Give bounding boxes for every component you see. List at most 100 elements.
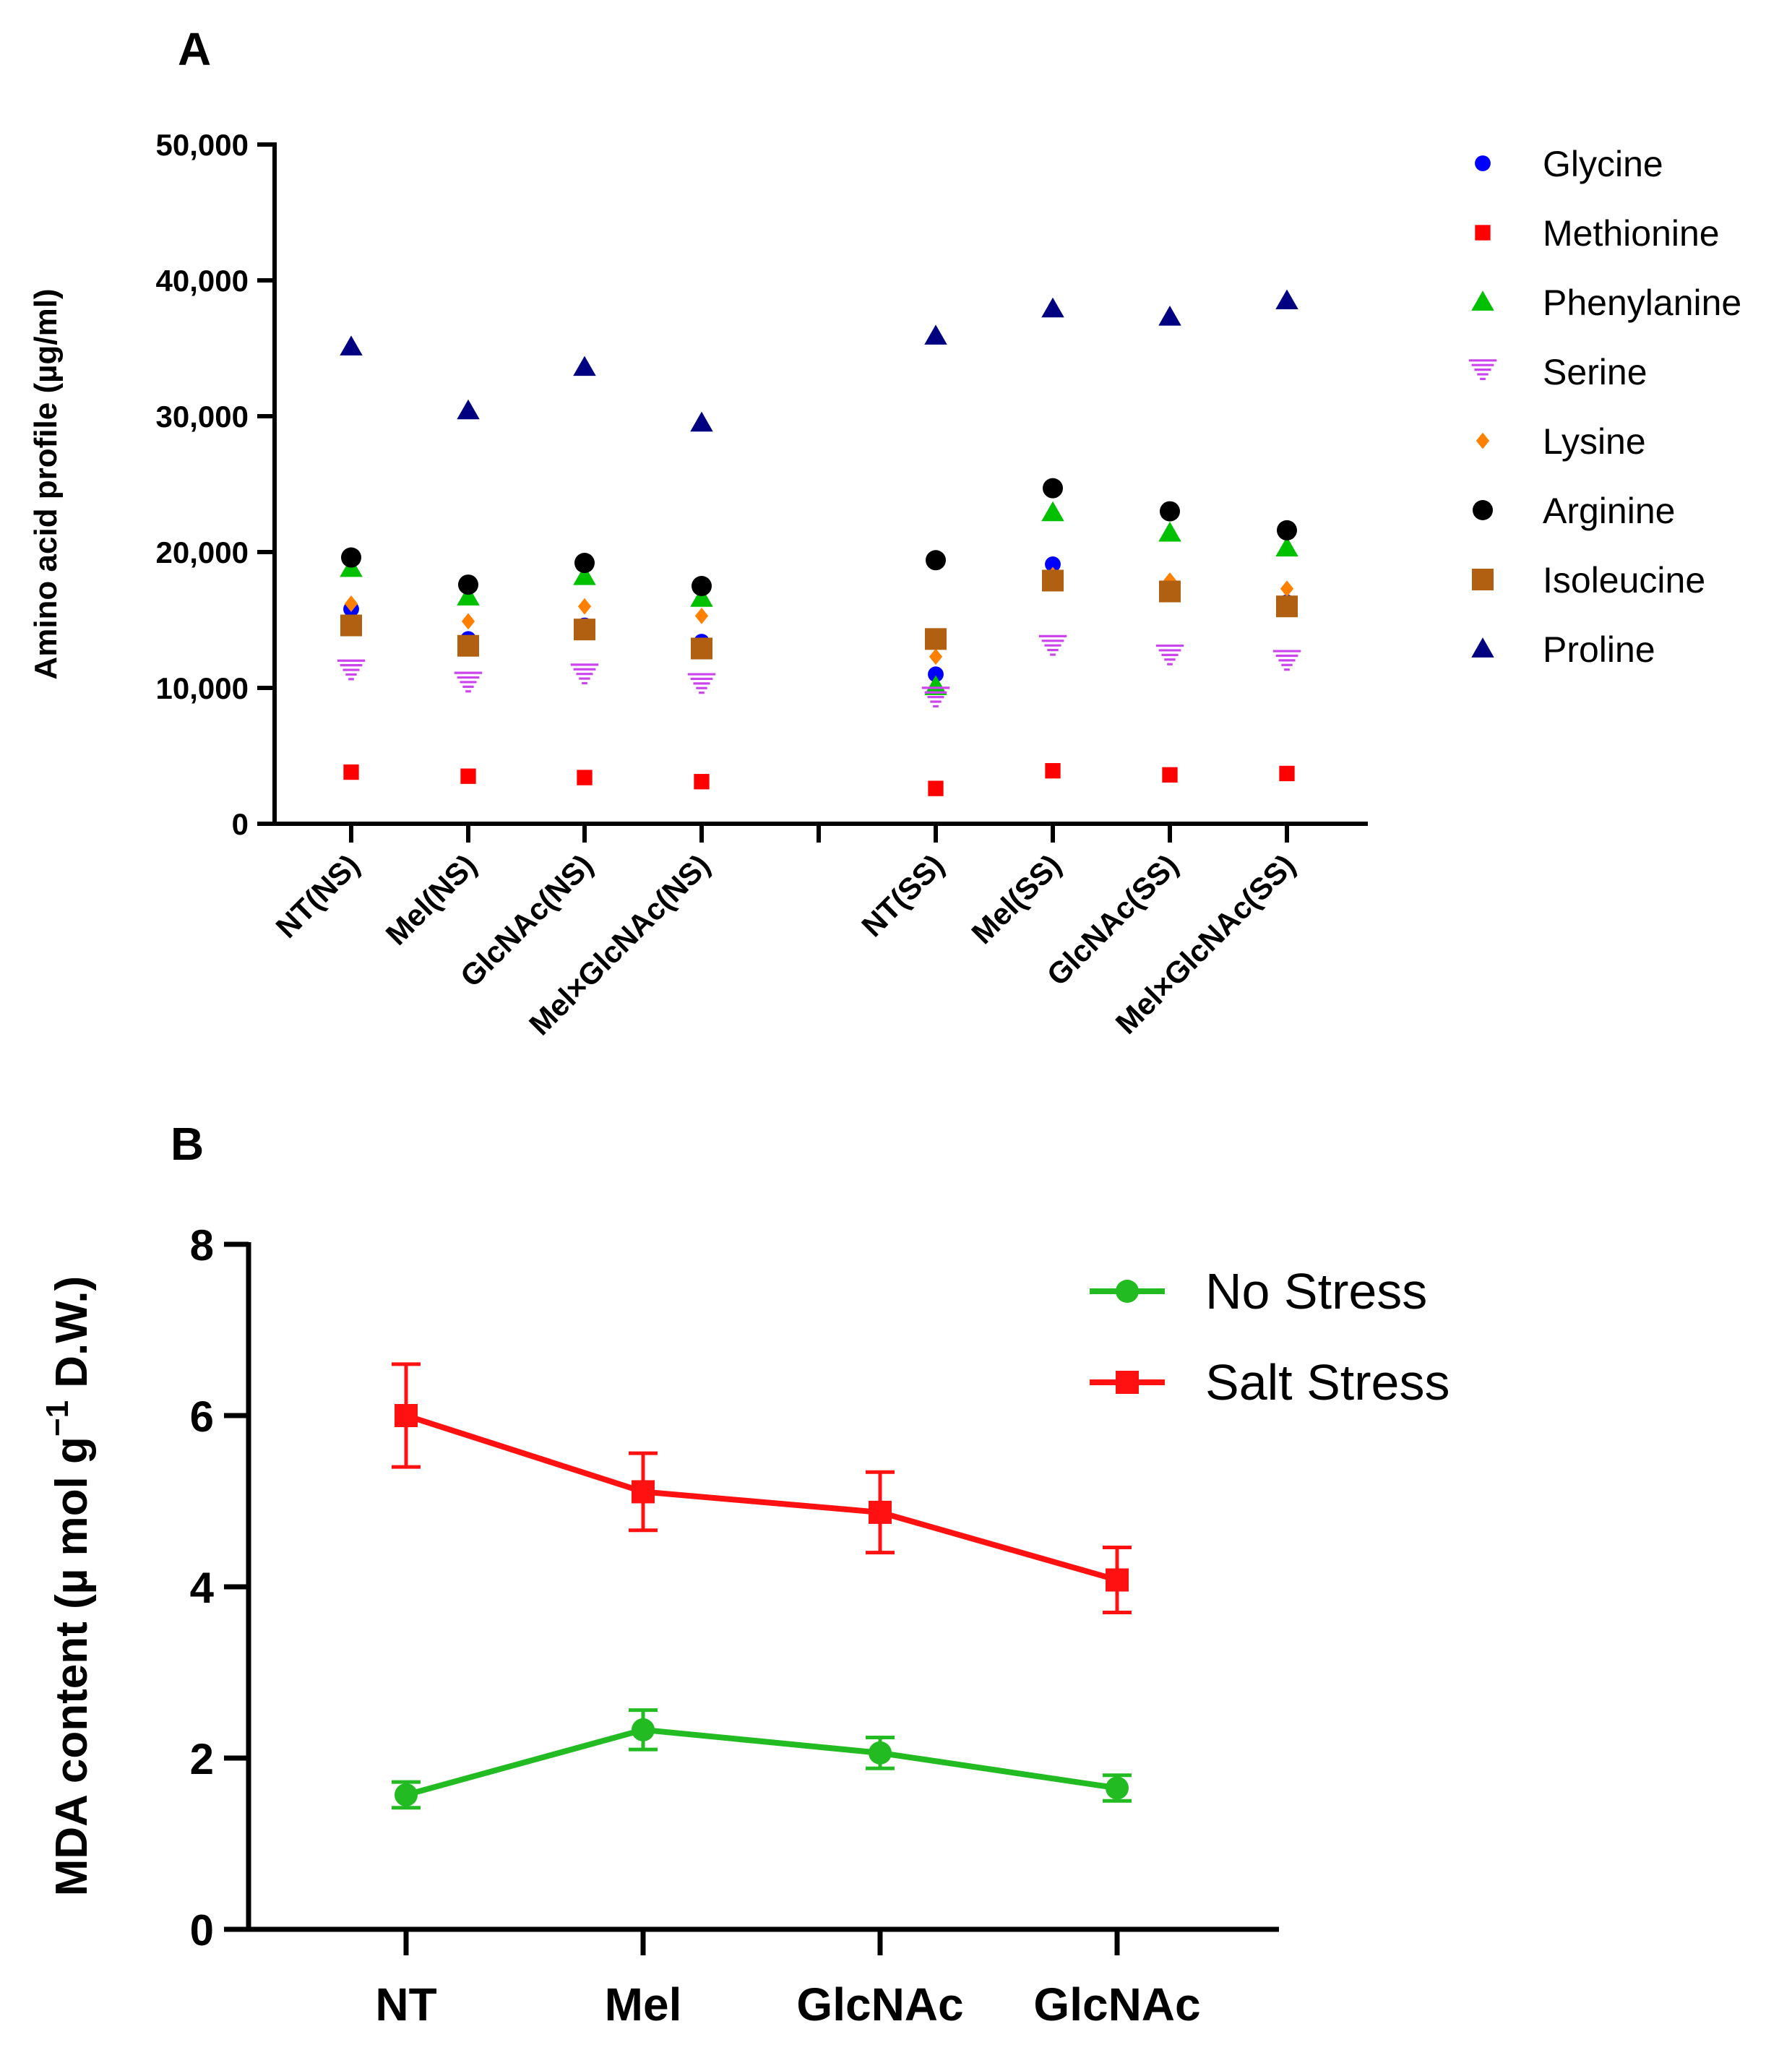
data-point-phenylanine — [1041, 501, 1064, 522]
data-point-arginine — [1277, 520, 1297, 541]
data-point-phenylanine — [457, 585, 480, 606]
data-point-lysine — [1280, 580, 1294, 598]
legend-marker — [1471, 290, 1494, 311]
legend-marker — [1475, 155, 1491, 171]
data-point-lysine — [694, 607, 709, 624]
legend-marker — [1473, 500, 1493, 520]
y-tick-label: 0 — [190, 1906, 214, 1955]
x-tick-label: GlcNAc — [1033, 1978, 1200, 2030]
legend-label: Phenylanine — [1543, 283, 1741, 323]
legend-label: Lysine — [1543, 421, 1646, 462]
legend-label: Proline — [1543, 629, 1655, 670]
data-point-serine — [687, 673, 716, 694]
data-point-methionine — [694, 774, 710, 790]
data-point-isoleucine — [925, 628, 947, 650]
data-point-serine — [1155, 644, 1184, 666]
legend-marker — [1116, 1280, 1139, 1303]
legend-marker — [1471, 637, 1494, 658]
data-point-proline — [573, 356, 596, 376]
data-point-isoleucine — [574, 619, 595, 641]
data-point-methionine — [1162, 767, 1178, 783]
data-point-glycine — [928, 666, 944, 683]
y-axis-title-main: MDA content (µ mol g — [47, 1437, 97, 1896]
data-point-proline — [457, 399, 480, 420]
data-point-isoleucine — [691, 637, 712, 660]
data-point-proline — [1275, 289, 1298, 310]
y-tick-label: 4 — [190, 1564, 215, 1612]
legend-label: Arginine — [1543, 491, 1675, 531]
legend-marker — [1472, 569, 1494, 590]
y-axis-title: Amino acid profile (µg/ml) — [28, 288, 64, 679]
y-tick-label: 20,000 — [156, 535, 249, 569]
data-point-serine — [454, 671, 483, 693]
legend-label: Serine — [1543, 352, 1647, 392]
data-point-serine — [921, 686, 950, 708]
data-point-arginine — [341, 547, 361, 568]
y-axis-title-superscript: −1 — [40, 1400, 75, 1437]
data-point-proline — [690, 411, 713, 432]
data-point-glycine — [1045, 556, 1061, 572]
data-point-lysine — [1163, 572, 1177, 589]
y-axis-title: MDA content (µ mol g−1 D.W.) — [40, 1276, 97, 1897]
data-point-proline — [340, 335, 363, 356]
data-point-salt-stress — [395, 1404, 418, 1427]
data-point-arginine — [692, 576, 712, 596]
data-point-isoleucine — [1042, 569, 1064, 592]
y-tick-label: 10,000 — [156, 671, 249, 705]
y-tick-label: 8 — [190, 1221, 214, 1270]
y-tick-label: 50,000 — [156, 128, 249, 162]
data-point-serine — [1272, 650, 1301, 671]
legend-label: Methionine — [1543, 213, 1720, 254]
data-point-salt-stress — [632, 1480, 655, 1504]
data-point-no-stress — [632, 1718, 655, 1741]
data-point-no-stress — [1106, 1776, 1129, 1800]
x-tick-label: Mel(SS) — [965, 848, 1067, 950]
data-point-phenylanine — [690, 587, 713, 607]
data-point-arginine — [458, 574, 478, 595]
data-point-methionine — [460, 768, 476, 784]
y-tick-label: 0 — [232, 807, 249, 841]
x-tick-label: Mel — [605, 1978, 682, 2030]
data-point-lysine — [344, 595, 358, 612]
data-point-proline — [1041, 297, 1064, 318]
chart-b: 0 2 4 6 8 NT Mel GlcNAc GlcNAc MDA content (µ mol… — [40, 1221, 1449, 2030]
x-tick-label: NT — [375, 1978, 436, 2030]
data-point-lysine — [929, 648, 943, 666]
data-point-methionine — [1279, 765, 1295, 782]
data-point-arginine — [1043, 478, 1063, 499]
data-point-arginine — [926, 550, 946, 571]
data-point-lysine — [461, 613, 475, 630]
data-point-arginine — [1160, 501, 1180, 522]
data-point-methionine — [343, 764, 359, 780]
legend-marker — [1468, 359, 1497, 381]
data-point-arginine — [574, 553, 595, 574]
x-tick-label: NT(SS) — [855, 848, 950, 943]
data-point-no-stress — [395, 1783, 418, 1806]
data-point-phenylanine — [924, 675, 947, 695]
panel-b-letter: B — [171, 1118, 204, 1170]
x-tick-label: Mel(NS) — [379, 848, 483, 952]
data-point-serine — [337, 659, 366, 681]
data-point-isoleucine — [1276, 595, 1298, 618]
data-point-methionine — [1045, 763, 1061, 779]
legend-label: Salt Stress — [1205, 1354, 1449, 1411]
data-point-proline — [1158, 306, 1181, 326]
y-tick-label: 30,000 — [156, 400, 249, 434]
y-tick-label: 2 — [190, 1735, 214, 1783]
y-tick-label: 6 — [190, 1392, 214, 1441]
legend-marker — [1476, 432, 1490, 449]
panel-a-letter: A — [178, 23, 211, 75]
data-point-phenylanine — [573, 565, 596, 585]
legend-label: Glycine — [1543, 144, 1663, 184]
legend-marker — [1116, 1371, 1139, 1394]
series-line-no-stress — [405, 1726, 1118, 1798]
legend-marker — [1475, 225, 1491, 241]
x-tick-label: NT(NS) — [269, 848, 366, 944]
legend-label: No Stress — [1205, 1263, 1427, 1319]
data-point-salt-stress — [1106, 1568, 1129, 1592]
data-point-serine — [570, 663, 599, 685]
data-point-phenylanine — [1275, 536, 1298, 557]
legend-label: Isoleucine — [1543, 560, 1705, 600]
data-point-methionine — [928, 780, 944, 796]
